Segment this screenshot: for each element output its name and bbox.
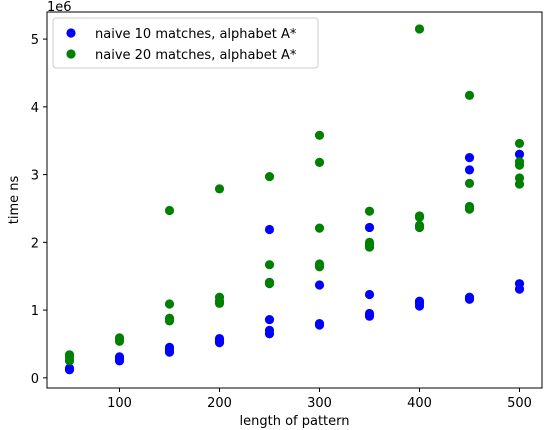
data-point xyxy=(214,184,225,194)
y-tick-label: 1 xyxy=(31,304,39,319)
legend-entry-label: naive 10 matches, alphabet A* xyxy=(95,27,297,42)
data-point xyxy=(464,292,475,302)
data-point xyxy=(264,260,275,270)
y-offset-label: 1e6 xyxy=(47,0,72,15)
data-point xyxy=(314,130,325,140)
data-point xyxy=(464,201,475,212)
data-point xyxy=(514,149,525,159)
data-point xyxy=(314,223,325,233)
legend-box xyxy=(52,17,319,69)
data-point xyxy=(414,211,425,221)
data-point xyxy=(214,333,225,344)
data-point xyxy=(264,314,275,325)
data-point xyxy=(64,365,75,375)
x-tick-label: 100 xyxy=(107,396,132,411)
data-point xyxy=(264,172,275,182)
data-point xyxy=(264,224,275,235)
data-point xyxy=(214,292,225,302)
data-point xyxy=(464,165,475,175)
points-layer xyxy=(64,24,525,375)
legend-entry-label: naive 20 matches, alphabet A* xyxy=(95,48,297,63)
y-tick-label: 0 xyxy=(31,372,39,387)
data-point xyxy=(264,325,275,336)
axes-layer: 100 200 300 400 500 0 1 2 3 4 5 1e6 length of patter… xyxy=(7,0,543,429)
data-point xyxy=(464,178,475,188)
y-tick-label: 3 xyxy=(31,169,39,184)
data-point xyxy=(314,259,325,269)
data-point xyxy=(314,280,325,290)
x-tick-label: 200 xyxy=(207,396,232,411)
data-point xyxy=(364,206,375,216)
data-point xyxy=(414,296,425,306)
data-point xyxy=(164,205,175,216)
data-point xyxy=(264,277,275,287)
x-axis-label: length of pattern xyxy=(240,414,350,429)
data-point xyxy=(64,350,75,360)
data-point xyxy=(164,299,175,309)
x-tick-label: 300 xyxy=(307,396,332,411)
data-point xyxy=(514,157,525,167)
data-point xyxy=(164,342,175,352)
y-tick-label: 5 xyxy=(31,33,39,48)
y-tick-label: 4 xyxy=(31,101,39,116)
x-tick-label: 500 xyxy=(507,396,532,411)
data-point xyxy=(364,237,375,247)
series-2 xyxy=(64,24,525,366)
data-point xyxy=(314,319,325,329)
series-1 xyxy=(64,149,525,375)
data-point xyxy=(414,24,425,34)
data-point xyxy=(364,222,375,233)
data-point xyxy=(514,173,525,183)
data-point xyxy=(364,289,375,300)
data-point xyxy=(364,308,375,319)
data-point xyxy=(114,333,125,343)
data-point xyxy=(514,138,525,149)
data-point xyxy=(514,279,525,289)
data-point xyxy=(114,352,125,362)
data-point xyxy=(464,90,475,100)
data-point xyxy=(314,157,325,167)
plot-frame xyxy=(46,11,543,389)
data-point xyxy=(464,153,475,163)
x-tick-label: 400 xyxy=(407,396,432,411)
y-axis-label: time ns xyxy=(7,176,22,225)
legend: naive 10 matches, alphabet A* naive 20 ma… xyxy=(52,17,319,69)
data-point xyxy=(414,220,425,231)
y-tick-label: 2 xyxy=(31,236,39,251)
data-point xyxy=(164,313,175,323)
legend-marker xyxy=(66,28,76,38)
legend-marker xyxy=(66,49,76,59)
